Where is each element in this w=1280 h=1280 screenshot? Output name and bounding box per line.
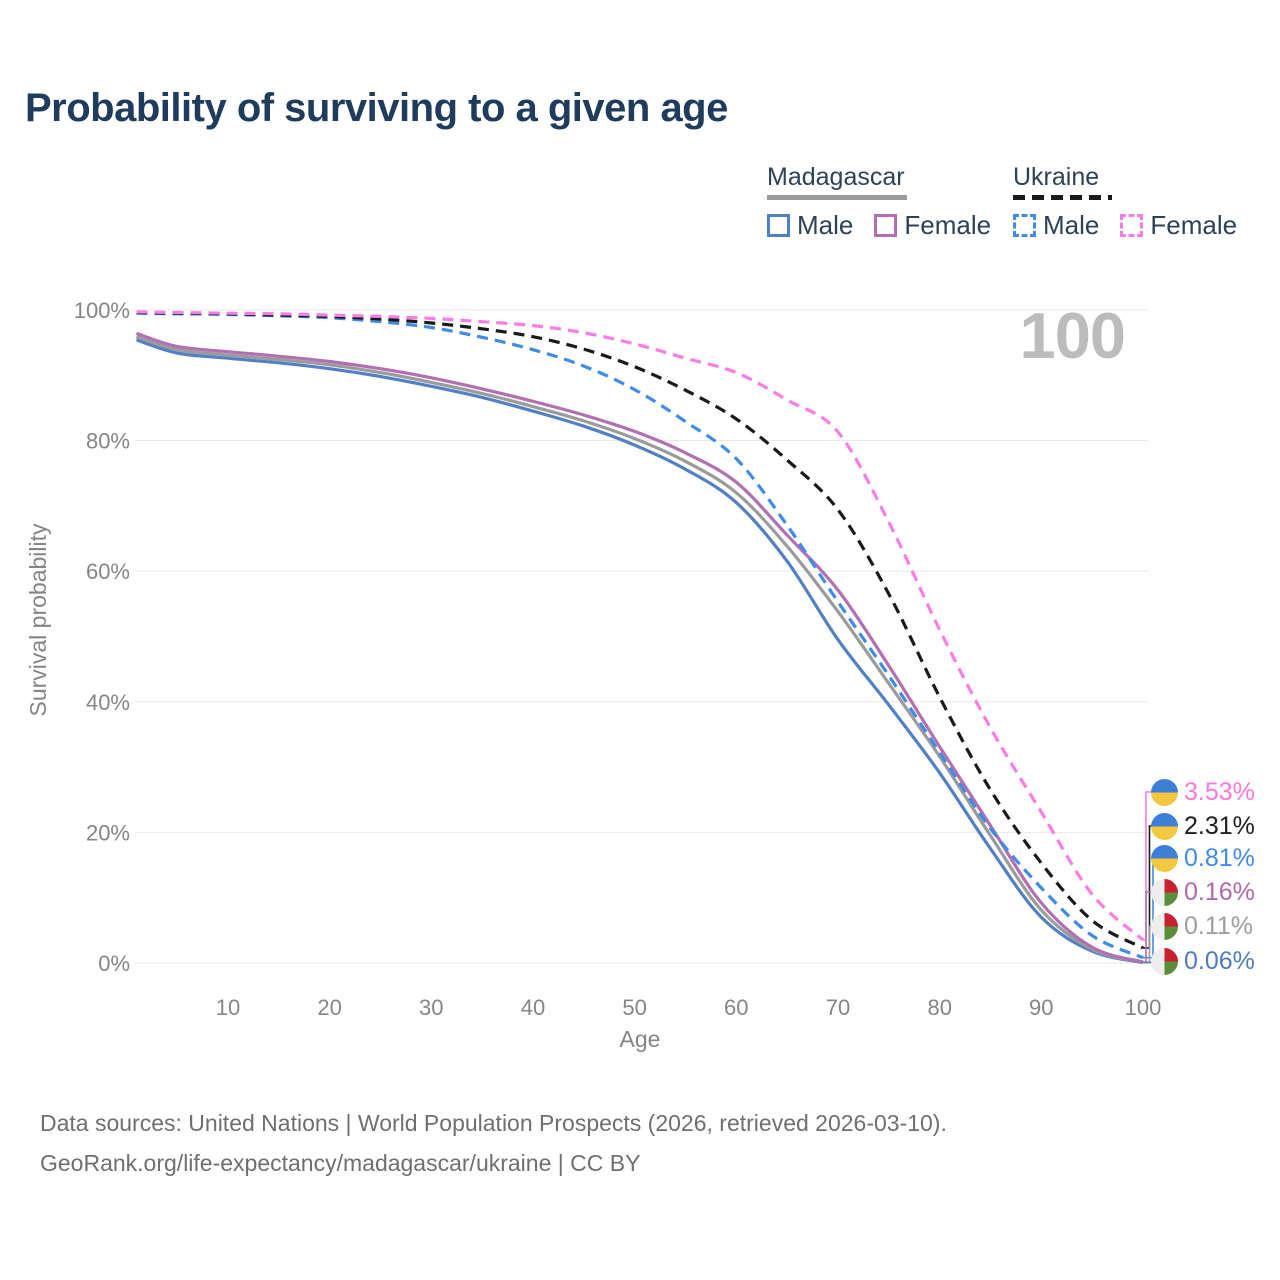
y-tick-label: 80% (86, 429, 130, 454)
legend-group-ukraine: Ukraine Male Female (1013, 163, 1237, 241)
x-tick-label: 100 (1125, 995, 1162, 1020)
legend-item-madagascar-female[interactable]: Female (874, 210, 991, 241)
ukraine-flag-icon (1151, 778, 1178, 806)
legend-label-ukraine-male: Male (1043, 210, 1100, 240)
end-label-ukraine-male: 0.81% (1151, 842, 1255, 874)
end-label-madagascar-total: 0.11% (1151, 910, 1253, 942)
series-curves (135, 310, 1145, 965)
x-tick-label: 30 (419, 995, 443, 1020)
leader-lines (1143, 791, 1154, 964)
ukraine-flag-icon (1151, 812, 1178, 840)
leader-line-ukraine-female (1143, 791, 1152, 941)
chart-title: Probability of surviving to a given age (25, 86, 728, 130)
y-tick-label: 20% (86, 820, 130, 845)
x-tick-label: 10 (216, 995, 240, 1020)
legend-header-madagascar: Madagascar (767, 163, 905, 191)
x-tick-label: 20 (317, 995, 341, 1020)
madagascar-flag-icon (1151, 878, 1178, 906)
end-label-value: 0.06% (1184, 946, 1255, 975)
y-axis-ticks: 0% 20% 40% 60% 80% 100% (74, 298, 130, 976)
y-axis-title: Survival probability (25, 523, 51, 717)
legend-label-madagascar-male: Male (797, 210, 854, 240)
legend-underline-madagascar (767, 195, 907, 200)
series-line-madagascar-male[interactable] (135, 338, 1144, 965)
legend-row-ukraine: Male Female (1013, 210, 1237, 241)
end-label-value: 2.31% (1184, 811, 1255, 840)
series-line-ukraine-male[interactable] (136, 311, 1144, 960)
x-tick-label: 50 (622, 995, 646, 1020)
madagascar-flag-icon (1151, 912, 1178, 940)
y-tick-label: 60% (86, 559, 130, 584)
legend-label-ukraine-female: Female (1150, 210, 1238, 240)
end-label-madagascar-male: 0.06% (1151, 945, 1255, 977)
legend-header-ukraine: Ukraine (1013, 163, 1100, 191)
y-tick-label: 0% (98, 951, 130, 976)
legend-row-madagascar: Male Female (767, 210, 991, 241)
legend-label-madagascar-female: Female (904, 210, 992, 240)
swatch-madagascar-male (767, 214, 790, 237)
legend-item-ukraine-male[interactable]: Male (1013, 210, 1099, 241)
end-label-value: 0.11% (1184, 911, 1254, 940)
legend-underline-ukraine (1013, 195, 1112, 200)
ukraine-flag-icon (1151, 844, 1178, 872)
footer-url: GeoRank.org/life-expectancy/madagascar/u… (40, 1150, 641, 1177)
x-tick-label: 60 (724, 995, 748, 1020)
legend-group-madagascar: Madagascar Male Female (767, 163, 991, 241)
end-label-ukraine-female: 3.53% (1151, 776, 1255, 808)
swatch-ukraine-female (1120, 214, 1144, 237)
x-axis-ticks: 10 20 30 40 50 60 70 80 90 100 (216, 995, 1162, 1020)
y-tick-label: 40% (86, 690, 130, 715)
x-axis-title: Age (620, 1026, 661, 1052)
series-line-madagascar-female[interactable] (135, 331, 1144, 964)
legend-item-madagascar-male[interactable]: Male (767, 210, 853, 241)
end-label-value: 0.16% (1184, 877, 1255, 906)
end-label-value: 0.81% (1184, 843, 1255, 872)
x-tick-label: 40 (521, 995, 545, 1020)
footer-sources: Data sources: United Nations | World Pop… (40, 1110, 947, 1136)
footer: Data sources: United Nations | World Pop… (40, 1103, 947, 1184)
age-watermark: 100 (1019, 299, 1126, 372)
end-label-ukraine-total: 2.31% (1151, 810, 1255, 842)
x-tick-label: 80 (927, 995, 951, 1020)
y-tick-label: 100% (74, 298, 130, 323)
swatch-madagascar-female (874, 214, 898, 237)
series-line-ukraine-female[interactable] (136, 310, 1145, 942)
x-tick-label: 70 (826, 995, 850, 1020)
series-line-madagascar-total[interactable] (135, 335, 1144, 964)
end-label-value: 3.53% (1184, 777, 1255, 806)
madagascar-flag-icon (1151, 947, 1178, 975)
swatch-ukraine-male (1013, 214, 1036, 237)
gridlines (135, 309, 1148, 964)
end-label-madagascar-female: 0.16% (1151, 876, 1255, 908)
survival-chart: 0% 20% 40% 60% 80% 100% 10 20 30 40 50 60 70 80 90 100… (25, 298, 1162, 1052)
legend-item-ukraine-female[interactable]: Female (1120, 210, 1237, 241)
x-tick-label: 90 (1029, 995, 1053, 1020)
